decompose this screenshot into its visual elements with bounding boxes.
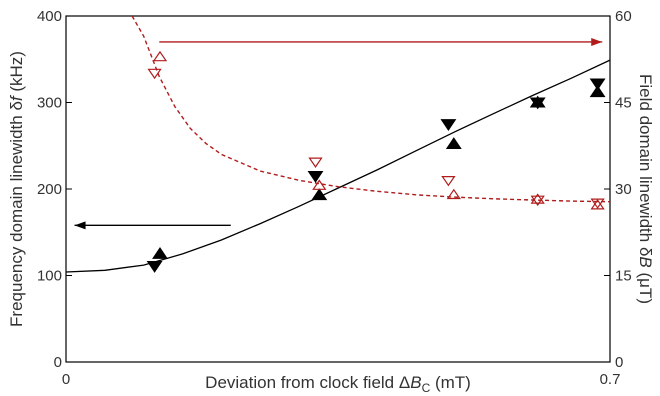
data-point-triangle-down-filled (529, 97, 546, 110)
y-left-tick-label: 300 (37, 95, 62, 112)
x-tick-label: 0.7 (600, 371, 621, 388)
fit-curve-solid-black (66, 59, 610, 273)
data-point-triangle-down-filled (589, 78, 606, 91)
x-tick-label: 0 (62, 371, 70, 388)
axis-arrows (74, 37, 603, 230)
y-left-tick-label: 0 (54, 354, 62, 371)
tick-marks (65, 15, 611, 363)
data-point-triangle-up-open (152, 50, 168, 62)
data-point-triangle-down-filled (440, 119, 457, 132)
data-point-triangle-up-filled (589, 85, 606, 98)
data-point-triangle-up-filled (445, 137, 462, 149)
y-left-tick-label: 400 (37, 8, 62, 25)
data-point-triangle-down-open (590, 198, 605, 209)
y-right-tick-label: 45 (615, 95, 632, 112)
fit-curve-dashed-red (131, 16, 610, 203)
data-point-triangle-up-open (312, 179, 327, 190)
y-right-tick-label: 0 (615, 354, 623, 371)
y-right-tick-label: 60 (615, 8, 632, 25)
data-point-triangle-down-filled (307, 171, 324, 183)
data-point-triangle-down-open (308, 157, 323, 168)
y-right-tick-label: 15 (615, 268, 632, 285)
data-point-triangle-down-open (530, 195, 545, 207)
data-point-triangle-up-open (446, 188, 461, 200)
x-axis-title: Deviation from clock field ΔBC (mT) (205, 373, 471, 395)
y-right-tick-label: 30 (615, 181, 632, 198)
y-axis-right-title: Field domain linewidth δB (μT) (636, 74, 655, 304)
data-markers (146, 50, 606, 273)
arrow-right-head (591, 37, 603, 46)
data-point-triangle-up-filled (152, 246, 168, 259)
y-left-tick-label: 100 (37, 268, 62, 285)
data-point-triangle-down-open (147, 68, 162, 80)
fit-curves (66, 16, 610, 273)
plot-frame (65, 15, 611, 363)
y-axis-left-title: Frequency domain linewidth δf (kHz) (7, 51, 26, 327)
arrow-left-head (74, 221, 86, 230)
data-point-triangle-up-filled (311, 188, 328, 201)
y-left-tick-label: 200 (37, 181, 62, 198)
data-point-triangle-down-open (441, 176, 456, 187)
data-point-triangle-down-filled (146, 261, 163, 273)
data-point-triangle-up-open (530, 193, 545, 204)
